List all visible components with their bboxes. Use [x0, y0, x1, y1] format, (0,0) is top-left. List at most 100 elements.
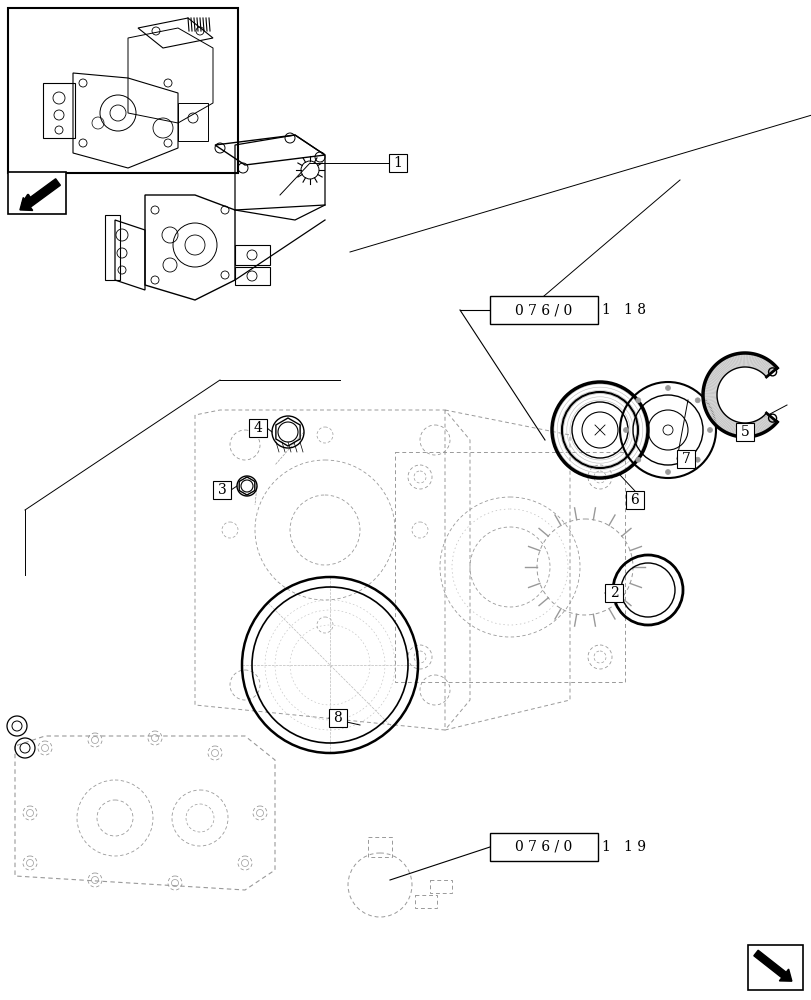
Bar: [625, 491, 643, 509]
Polygon shape: [727, 421, 734, 434]
Polygon shape: [762, 416, 771, 428]
Polygon shape: [764, 414, 775, 425]
Polygon shape: [734, 422, 739, 436]
Bar: [735, 423, 753, 441]
Polygon shape: [747, 353, 749, 367]
Polygon shape: [753, 355, 758, 369]
Polygon shape: [720, 360, 729, 372]
Polygon shape: [722, 419, 730, 431]
Polygon shape: [710, 411, 722, 420]
Text: 4: 4: [253, 421, 262, 435]
Circle shape: [665, 385, 670, 390]
Polygon shape: [745, 423, 748, 437]
Polygon shape: [707, 409, 720, 417]
Polygon shape: [736, 422, 740, 437]
Polygon shape: [756, 357, 763, 370]
Polygon shape: [713, 366, 723, 377]
Polygon shape: [763, 364, 774, 375]
Polygon shape: [740, 353, 742, 367]
Text: 1   1 9: 1 1 9: [601, 840, 646, 854]
Polygon shape: [706, 376, 719, 383]
Bar: [105, 215, 120, 280]
Polygon shape: [756, 420, 763, 433]
Polygon shape: [706, 408, 719, 416]
Polygon shape: [743, 423, 744, 437]
Polygon shape: [734, 354, 739, 368]
Polygon shape: [740, 423, 742, 437]
Polygon shape: [718, 361, 727, 373]
Polygon shape: [704, 381, 718, 387]
Text: 8: 8: [333, 711, 342, 725]
Bar: [178, 103, 208, 141]
Polygon shape: [710, 369, 723, 378]
Bar: [43, 83, 75, 138]
Polygon shape: [758, 359, 767, 372]
Polygon shape: [706, 407, 719, 414]
Polygon shape: [719, 417, 728, 430]
Polygon shape: [706, 377, 719, 384]
Polygon shape: [702, 396, 716, 398]
Circle shape: [694, 398, 699, 403]
Polygon shape: [716, 416, 727, 427]
Polygon shape: [757, 419, 766, 432]
Polygon shape: [760, 418, 769, 430]
Circle shape: [706, 428, 711, 432]
Polygon shape: [703, 384, 717, 389]
Bar: [604, 584, 622, 602]
Polygon shape: [747, 423, 749, 437]
Polygon shape: [709, 410, 721, 419]
Polygon shape: [744, 423, 746, 437]
Polygon shape: [751, 422, 757, 436]
Polygon shape: [741, 353, 743, 367]
Polygon shape: [758, 418, 767, 431]
Polygon shape: [710, 370, 722, 379]
Circle shape: [665, 470, 670, 475]
Text: 0 7 6 / 0: 0 7 6 / 0: [515, 303, 572, 317]
Polygon shape: [718, 417, 727, 429]
Polygon shape: [762, 362, 771, 374]
Polygon shape: [702, 389, 716, 392]
Polygon shape: [757, 420, 764, 433]
Polygon shape: [706, 406, 719, 413]
Polygon shape: [702, 397, 716, 399]
Bar: [676, 450, 694, 468]
Polygon shape: [702, 398, 716, 401]
Bar: [234, 267, 270, 285]
Polygon shape: [706, 374, 719, 382]
FancyArrow shape: [753, 950, 791, 981]
Bar: [489, 833, 597, 861]
Polygon shape: [736, 353, 740, 368]
Polygon shape: [705, 379, 719, 385]
Polygon shape: [711, 413, 723, 423]
Bar: [489, 296, 597, 324]
Polygon shape: [748, 353, 751, 367]
Polygon shape: [757, 358, 766, 371]
Polygon shape: [724, 420, 732, 433]
Polygon shape: [704, 382, 718, 388]
Circle shape: [623, 428, 628, 432]
Polygon shape: [753, 421, 758, 435]
Polygon shape: [720, 418, 729, 430]
Polygon shape: [741, 423, 743, 437]
Polygon shape: [714, 365, 724, 376]
Polygon shape: [705, 405, 719, 411]
Polygon shape: [702, 399, 717, 403]
Polygon shape: [729, 421, 736, 435]
Bar: [234, 245, 270, 265]
Circle shape: [694, 457, 699, 462]
Polygon shape: [711, 367, 723, 377]
Bar: [747, 945, 802, 990]
Polygon shape: [765, 367, 776, 377]
Bar: [430, 880, 452, 893]
Bar: [328, 709, 346, 727]
Polygon shape: [702, 387, 717, 391]
Polygon shape: [757, 357, 764, 370]
Polygon shape: [727, 356, 734, 369]
Polygon shape: [719, 360, 728, 373]
Polygon shape: [726, 420, 733, 434]
Text: 3: 3: [217, 483, 226, 497]
Polygon shape: [703, 400, 717, 404]
Polygon shape: [716, 363, 727, 374]
Bar: [249, 419, 267, 437]
Polygon shape: [753, 421, 760, 435]
